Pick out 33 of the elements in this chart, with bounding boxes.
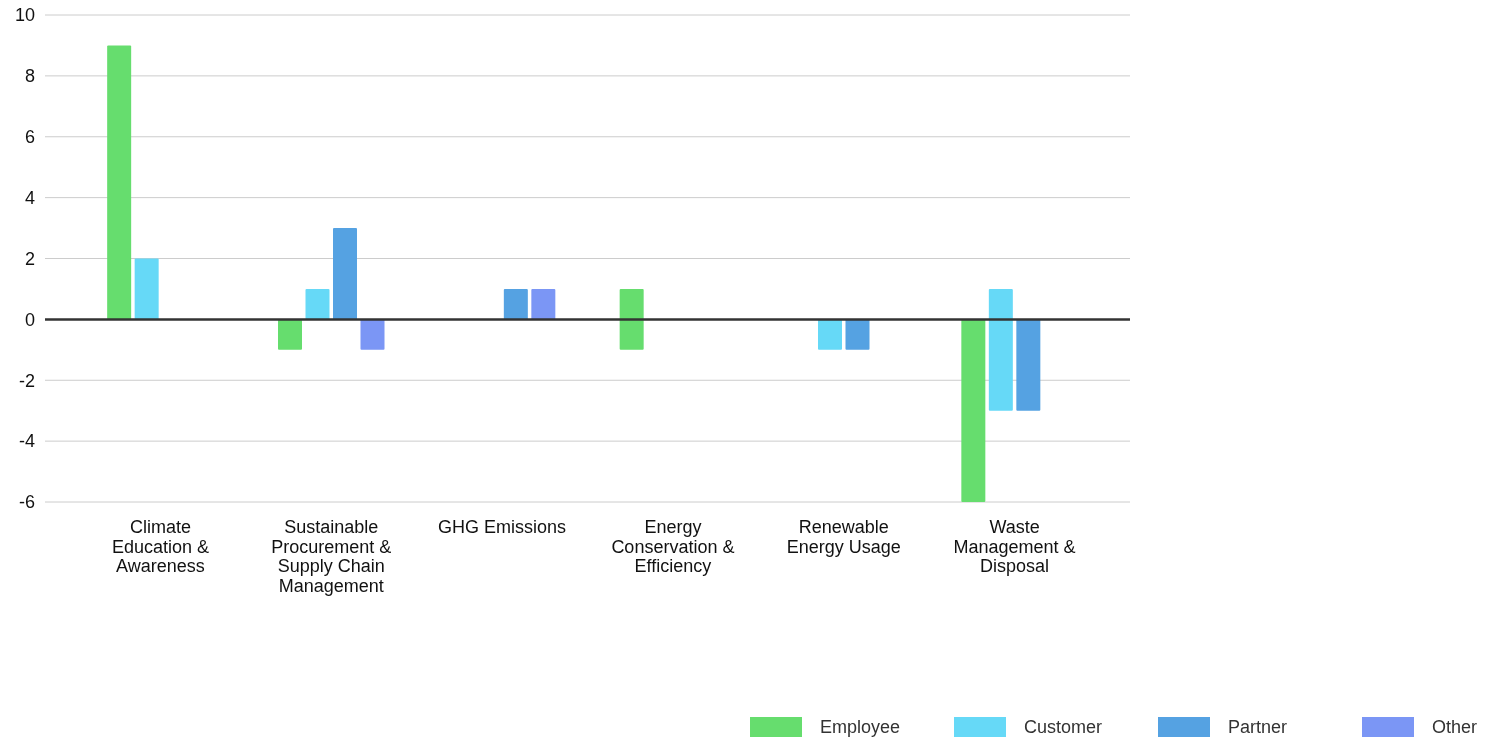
bar — [818, 319, 842, 350]
legend-label: Other — [1432, 717, 1478, 737]
y-tick-label: -6 — [18, 492, 35, 513]
bar — [134, 258, 159, 320]
bar — [961, 319, 986, 502]
y-tick-label: -2 — [18, 370, 35, 391]
x-tick-label: Renewable Energy Usage — [786, 517, 901, 557]
y-tick-label: 0 — [24, 309, 35, 330]
legend-label: Employee — [820, 717, 901, 737]
x-tick-label: Energy Conservation & Efficiency — [611, 517, 735, 577]
x-tick-label: Sustainable Procurement & Supply Chain Management — [271, 517, 392, 596]
legend-label: Customer — [1024, 717, 1103, 737]
bar — [305, 288, 330, 320]
y-tick-label: 6 — [24, 127, 35, 148]
bar — [988, 288, 1013, 411]
y-tick-label: -4 — [18, 431, 35, 452]
bar — [1016, 319, 1041, 411]
bar — [278, 319, 302, 350]
bar — [531, 288, 556, 320]
bar — [360, 319, 385, 350]
bar — [503, 288, 528, 320]
y-tick-label: 4 — [24, 187, 35, 208]
bar — [107, 45, 132, 320]
bar — [333, 228, 357, 320]
x-tick-label: Waste Management & Disposal — [953, 517, 1076, 577]
y-tick-label: 2 — [24, 248, 35, 269]
x-tick-label: Climate Education & Awareness — [111, 517, 209, 577]
y-tick-label: 8 — [24, 66, 35, 87]
x-tick-label: GHG Emissions — [438, 517, 567, 538]
legend-label: Partner — [1228, 717, 1288, 737]
bar — [845, 319, 870, 350]
y-tick-label: 10 — [14, 5, 35, 26]
bar — [619, 288, 644, 350]
